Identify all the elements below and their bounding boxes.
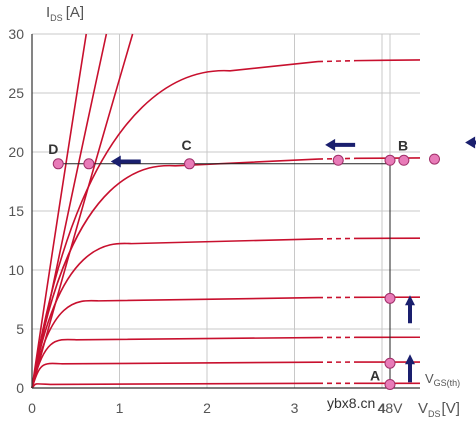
- operating-point: [52, 158, 64, 170]
- direction-arrow: [405, 354, 415, 383]
- x-tick-label: 48V: [378, 400, 404, 416]
- operating-point: [384, 378, 396, 390]
- x-tick-label: 0: [28, 400, 36, 416]
- curve-tail: [355, 59, 421, 62]
- operating-point: [398, 154, 410, 166]
- ohmic-line: [31, 33, 134, 389]
- y-tick-label: 5: [16, 321, 24, 337]
- direction-arrow: [325, 138, 356, 151]
- vgs-threshold-main: V: [425, 371, 434, 386]
- point-label: C: [182, 137, 192, 153]
- operating-point: [332, 154, 344, 166]
- operating-point: [429, 153, 440, 165]
- curve-break: [317, 59, 357, 63]
- curves: [31, 33, 421, 389]
- x-tick-label: 3: [291, 400, 299, 416]
- operating-point: [83, 158, 95, 170]
- ohmic-line: [31, 33, 88, 389]
- curve: [31, 158, 319, 389]
- y-tick-label: 25: [8, 85, 24, 101]
- point-label: D: [48, 141, 58, 157]
- x-tick-label: 1: [116, 400, 124, 416]
- x-axis-title-sub: DS: [428, 409, 441, 419]
- axes: [31, 34, 420, 389]
- watermark: ybx8.cn: [327, 395, 375, 411]
- y-tick-label: 10: [8, 262, 24, 278]
- annotations: A B C D: [48, 136, 476, 390]
- y-axis-title: IDS [A]: [46, 4, 84, 23]
- x-axis-title-main: V: [418, 400, 428, 417]
- point-label: B: [398, 137, 408, 153]
- operating-point: [184, 158, 195, 170]
- curve: [31, 60, 319, 389]
- x-tick-label: 4: [378, 400, 386, 416]
- x-axis-title-unit: [V]: [442, 400, 460, 417]
- vgs-threshold-label: VGS(th): [425, 371, 460, 388]
- direction-arrow: [405, 295, 415, 324]
- y-tick-label: 15: [8, 203, 24, 219]
- y-tick-label: 20: [8, 144, 24, 160]
- y-axis-title-main: I: [46, 4, 50, 21]
- y-tick-label: 30: [8, 26, 24, 42]
- operating-point: [384, 292, 396, 304]
- ohmic-line: [31, 33, 108, 389]
- direction-arrow: [465, 136, 476, 149]
- curve: [31, 382, 319, 389]
- direction-arrow: [110, 155, 141, 168]
- operating-point: [384, 357, 396, 369]
- x-axis-title: VDS[V]: [418, 400, 460, 419]
- y-tick-label: 0: [16, 380, 24, 396]
- vgs-threshold-sub: GS(th): [434, 378, 461, 388]
- point-label: A: [370, 367, 380, 383]
- y-axis-title-sub: DS: [50, 13, 63, 23]
- grid: [32, 33, 420, 388]
- operating-point: [384, 154, 396, 166]
- x-tick-label: 2: [203, 400, 211, 416]
- curve: [31, 238, 319, 389]
- curve: [31, 296, 319, 389]
- y-axis-title-unit: [A]: [66, 4, 84, 21]
